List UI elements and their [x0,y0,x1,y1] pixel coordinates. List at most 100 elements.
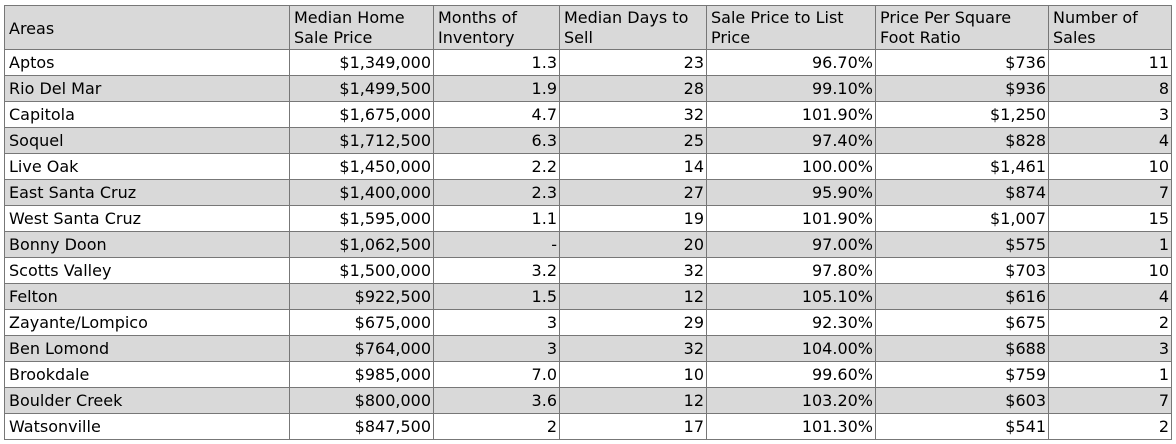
median-days-to-sell-cell: 32 [559,335,707,362]
median-days-to-sell-cell: 32 [559,257,707,284]
price-per-sqft-cell: $703 [875,257,1049,284]
median-sale-price-cell: $1,062,500 [289,231,434,258]
number-of-sales-cell: 1 [1048,361,1172,388]
area-cell: Rio Del Mar [4,75,290,102]
table-header: Areas Median Home Sale Price Months of I… [4,5,1172,50]
median-sale-price-cell: $985,000 [289,361,434,388]
sale-to-list-price-cell: 100.00% [706,153,876,180]
sale-to-list-price-cell: 97.80% [706,257,876,284]
table-row: Bonny Doon $1,062,500-20 97.00% $575 1 [4,231,1172,258]
median-days-to-sell-cell: 27 [559,179,707,206]
median-days-to-sell-cell: 19 [559,205,707,232]
area-cell: Aptos [4,49,290,76]
price-per-sqft-cell: $675 [875,309,1049,336]
months-of-inventory-cell: 4.7 [433,101,560,128]
months-of-inventory-cell: 2.2 [433,153,560,180]
sale-to-list-price-cell: 101.90% [706,205,876,232]
median-days-to-sell-cell: 25 [559,127,707,154]
months-of-inventory-cell: 3 [433,335,560,362]
median-sale-price-cell: $1,450,000 [289,153,434,180]
column-header-median-days-to-sell: Median Days to Sell [559,5,707,50]
table-row: Brookdale $985,000 7.0 10 99.60% $759 1 [4,361,1172,388]
median-days-to-sell-cell: 23 [559,49,707,76]
median-sale-price-cell: $675,000 [289,309,434,336]
price-per-sqft-cell: $1,250 [875,101,1049,128]
number-of-sales-cell: 10 [1048,153,1172,180]
number-of-sales-cell: 7 [1048,387,1172,414]
median-sale-price-cell: $764,000 [289,335,434,362]
median-sale-price-cell: $1,595,000 [289,205,434,232]
area-cell: Felton [4,283,290,310]
table-row: Capitola $1,675,000 4.7 32 101.90% $1,250 3 [4,101,1172,128]
sale-to-list-price-cell: 97.40% [706,127,876,154]
area-cell: Bonny Doon [4,231,290,258]
area-cell: Brookdale [4,361,290,388]
median-days-to-sell-cell: 32 [559,101,707,128]
median-days-to-sell-cell: 14 [559,153,707,180]
table-row: Zayante/Lompico $675,000 3 29 92.30% $675 2 [4,309,1172,336]
column-header-median-sale-price: Median Home Sale Price [289,5,434,50]
column-header-number-of-sales: Number of Sales [1048,5,1172,50]
sale-to-list-price-cell: 105.10% [706,283,876,310]
number-of-sales-cell: 10 [1048,257,1172,284]
median-sale-price-cell: $847,500 [289,413,434,440]
months-of-inventory-cell: 7.0 [433,361,560,388]
months-of-inventory-cell: 3 [433,309,560,336]
table-row: West Santa Cruz $1,595,000 1.1 19 101.90% $1,… [4,205,1172,232]
number-of-sales-cell: 15 [1048,205,1172,232]
months-of-inventory-cell: 2.3 [433,179,560,206]
area-cell: Capitola [4,101,290,128]
median-sale-price-cell: $1,712,500 [289,127,434,154]
months-of-inventory-cell: 2 [433,413,560,440]
price-per-sqft-cell: $1,007 [875,205,1049,232]
table-body: Aptos $1,349,000 1.3 23 96.70% $736 11 Rio Del … [4,49,1172,440]
sale-to-list-price-cell: 99.10% [706,75,876,102]
median-sale-price-cell: $1,499,500 [289,75,434,102]
months-of-inventory-cell: 6.3 [433,127,560,154]
column-header-sale-to-list-price: Sale Price to List Price [706,5,876,50]
table-row: Rio Del Mar $1,499,500 1.9 28 99.10% $936 8 [4,75,1172,102]
price-per-sqft-cell: $575 [875,231,1049,258]
number-of-sales-cell: 11 [1048,49,1172,76]
months-of-inventory-cell: 3.6 [433,387,560,414]
sale-to-list-price-cell: 96.70% [706,49,876,76]
area-cell: Zayante/Lompico [4,309,290,336]
months-of-inventory-cell: 1.9 [433,75,560,102]
table-row: Felton $922,500 1.5 12 105.10% $616 4 [4,283,1172,310]
median-sale-price-cell: $922,500 [289,283,434,310]
area-cell: Scotts Valley [4,257,290,284]
sale-to-list-price-cell: 95.90% [706,179,876,206]
area-cell: Ben Lomond [4,335,290,362]
sale-to-list-price-cell: 101.90% [706,101,876,128]
median-days-to-sell-cell: 12 [559,283,707,310]
months-of-inventory-cell: 1.5 [433,283,560,310]
market-stats-table: Areas Median Home Sale Price Months of I… [4,5,1172,440]
table-row: East Santa Cruz $1,400,000 2.3 27 95.90% $874… [4,179,1172,206]
number-of-sales-cell: 3 [1048,101,1172,128]
area-cell: Soquel [4,127,290,154]
median-days-to-sell-cell: 29 [559,309,707,336]
price-per-sqft-cell: $1,461 [875,153,1049,180]
median-sale-price-cell: $1,675,000 [289,101,434,128]
price-per-sqft-cell: $603 [875,387,1049,414]
price-per-sqft-cell: $759 [875,361,1049,388]
median-days-to-sell-cell: 17 [559,413,707,440]
table-row: Soquel $1,712,500 6.3 25 97.40% $828 4 [4,127,1172,154]
sale-to-list-price-cell: 103.20% [706,387,876,414]
column-header-months-of-inventory: Months of Inventory [433,5,560,50]
header-row: Areas Median Home Sale Price Months of I… [4,5,1172,50]
area-cell: East Santa Cruz [4,179,290,206]
number-of-sales-cell: 7 [1048,179,1172,206]
number-of-sales-cell: 1 [1048,231,1172,258]
median-days-to-sell-cell: 12 [559,387,707,414]
median-days-to-sell-cell: 20 [559,231,707,258]
median-sale-price-cell: $1,500,000 [289,257,434,284]
number-of-sales-cell: 2 [1048,413,1172,440]
median-days-to-sell-cell: 10 [559,361,707,388]
price-per-sqft-cell: $688 [875,335,1049,362]
table-row: Boulder Creek $800,000 3.6 12 103.20% $603 7 [4,387,1172,414]
table-row: Aptos $1,349,000 1.3 23 96.70% $736 11 [4,49,1172,76]
area-cell: Boulder Creek [4,387,290,414]
column-header-areas: Areas [4,5,290,50]
number-of-sales-cell: 3 [1048,335,1172,362]
